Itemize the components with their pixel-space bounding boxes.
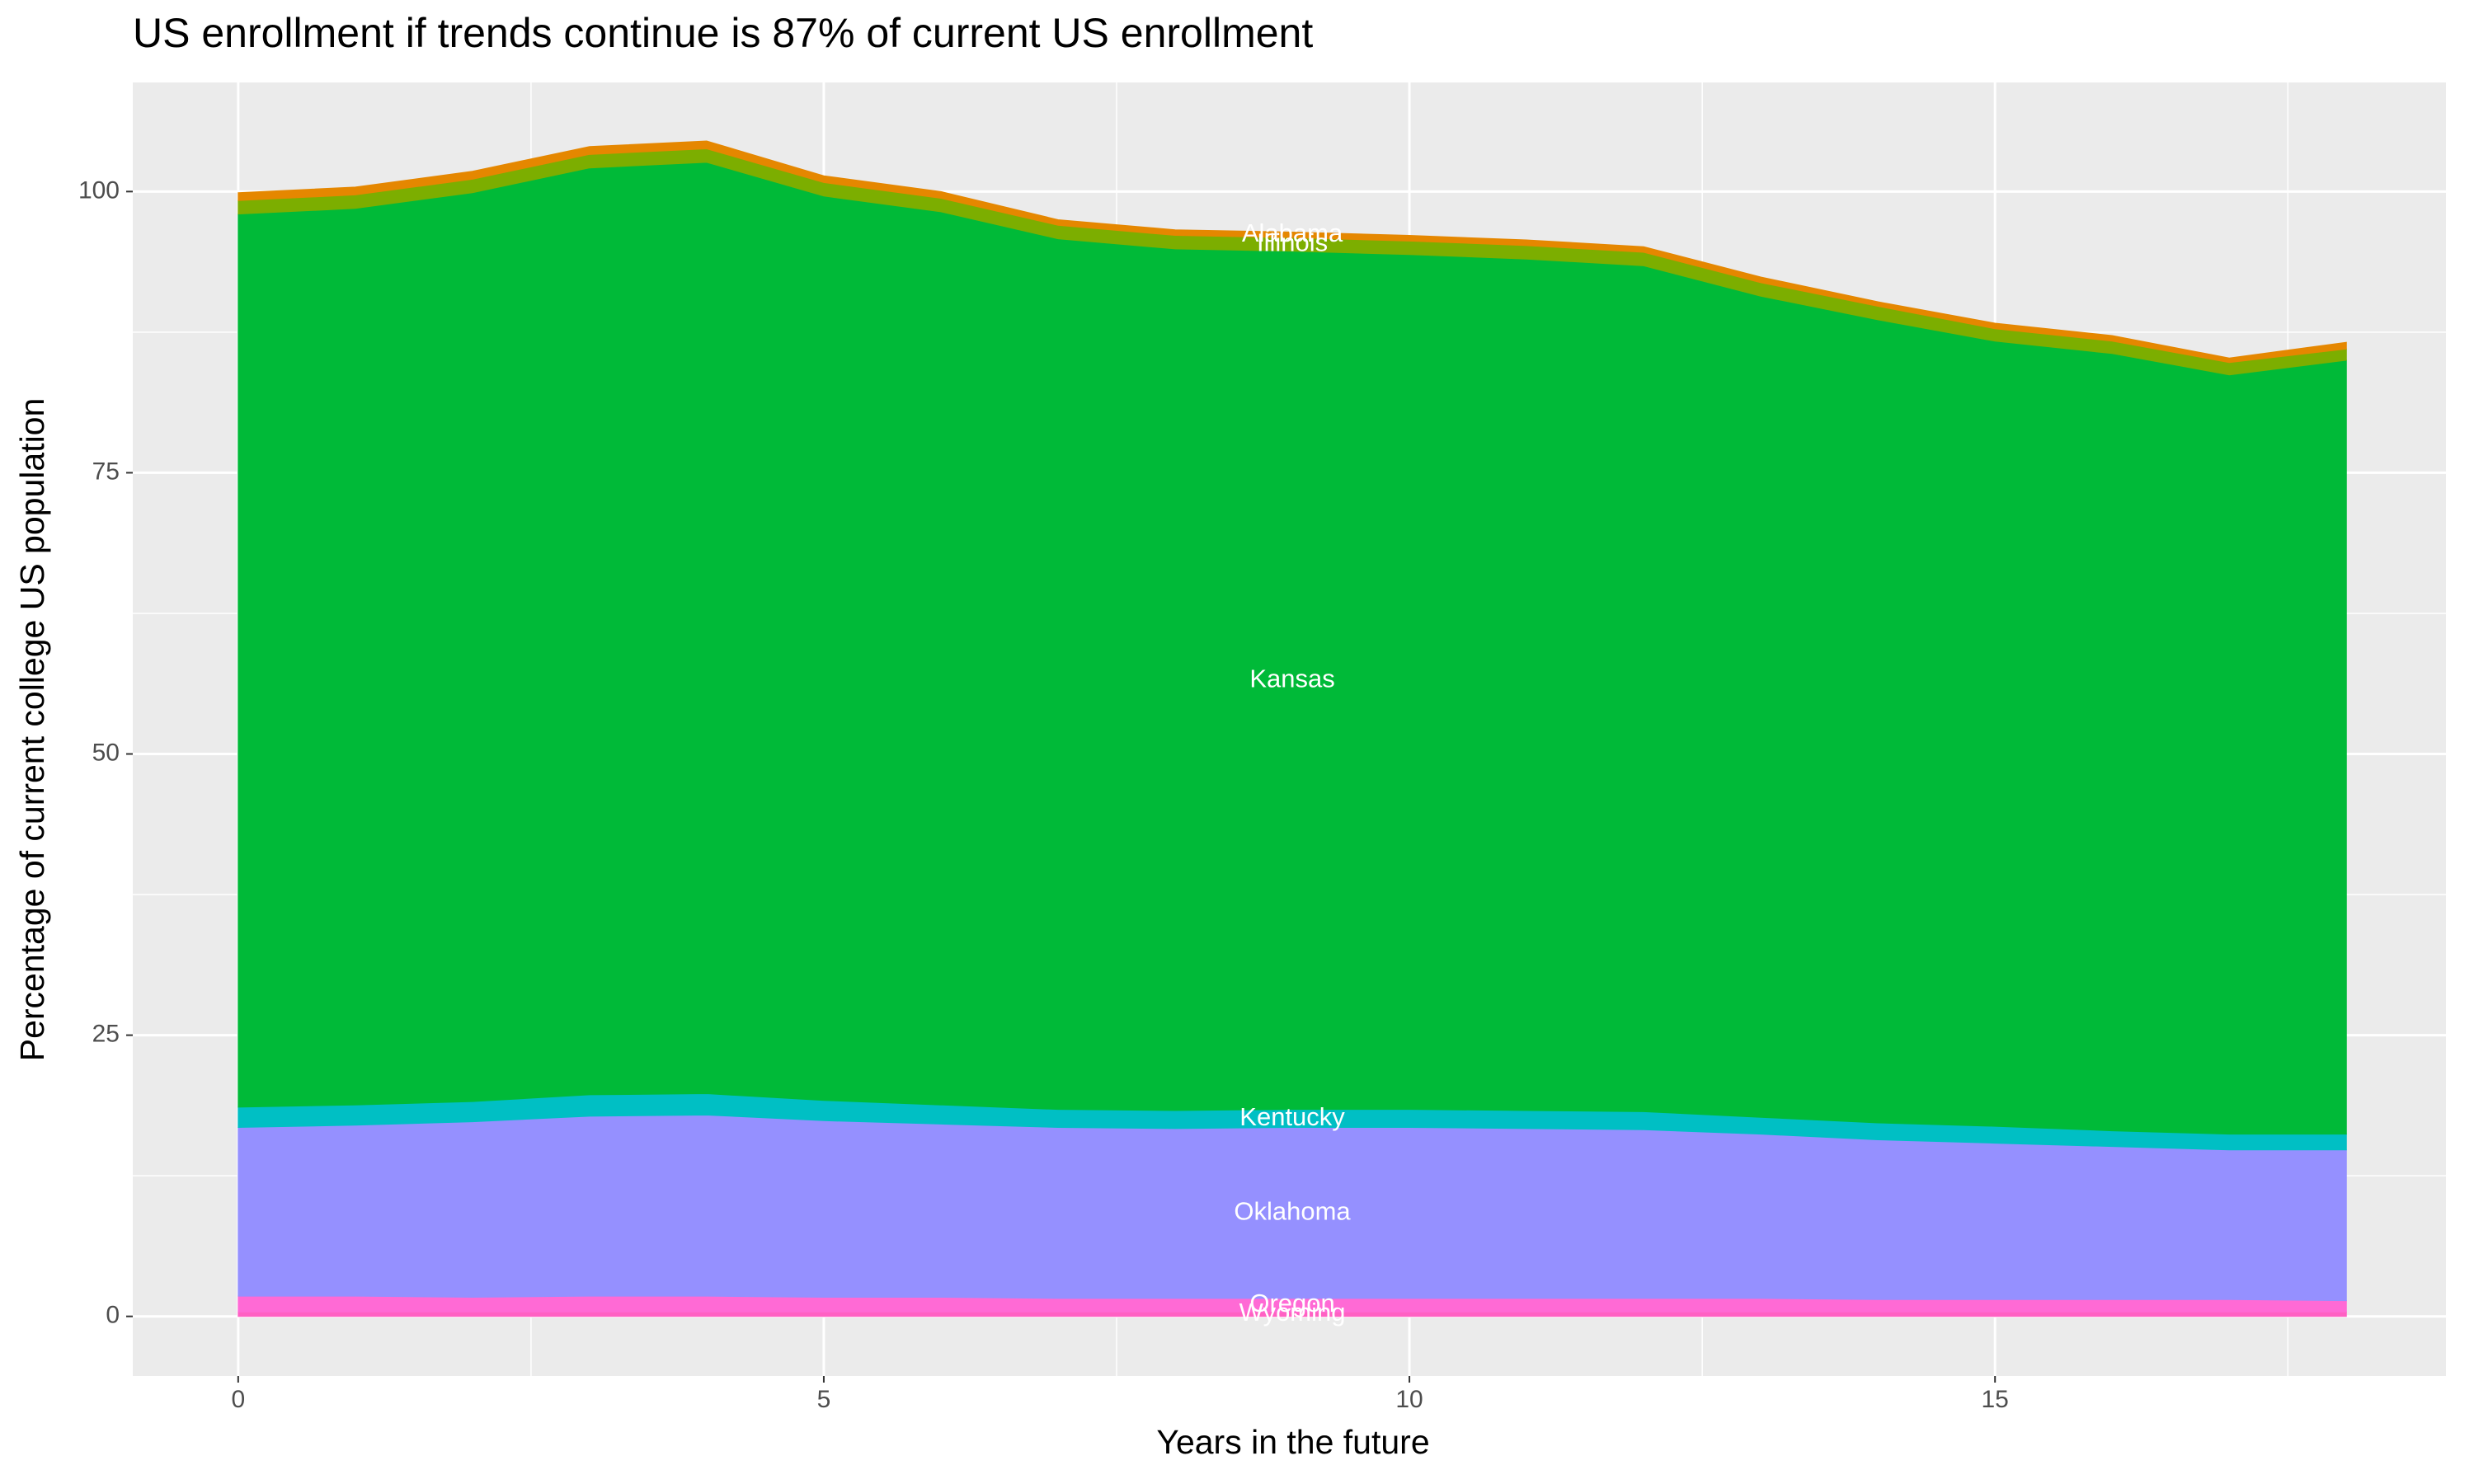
y-tick-label: 50: [92, 739, 120, 766]
y-tick-label: 0: [106, 1302, 120, 1329]
y-tick-label: 75: [92, 458, 120, 485]
series-label: Illinois: [1257, 228, 1328, 257]
y-tick-label: 100: [78, 176, 120, 204]
area: [238, 140, 2347, 364]
series-label: Wyoming: [1239, 1298, 1346, 1327]
y-tick-label: 25: [92, 1021, 120, 1048]
x-tick-label: 15: [1982, 1386, 2009, 1413]
y-axis-title: Percentage of current college US populat…: [13, 398, 51, 1062]
series-label: Oklahoma: [1234, 1196, 1351, 1225]
chart-title: US enrollment if trends continue is 87% …: [133, 10, 1313, 56]
x-tick-label: 0: [231, 1386, 245, 1413]
series-label: Alabama: [1242, 218, 1343, 247]
series-label: Oregon: [1249, 1289, 1334, 1317]
x-tick-label: 5: [817, 1386, 831, 1413]
series-label: Kansas: [1249, 664, 1334, 693]
series-label: Kentucky: [1239, 1102, 1345, 1131]
x-axis-title: Years in the future: [1156, 1423, 1429, 1461]
x-tick-label: 10: [1395, 1386, 1423, 1413]
